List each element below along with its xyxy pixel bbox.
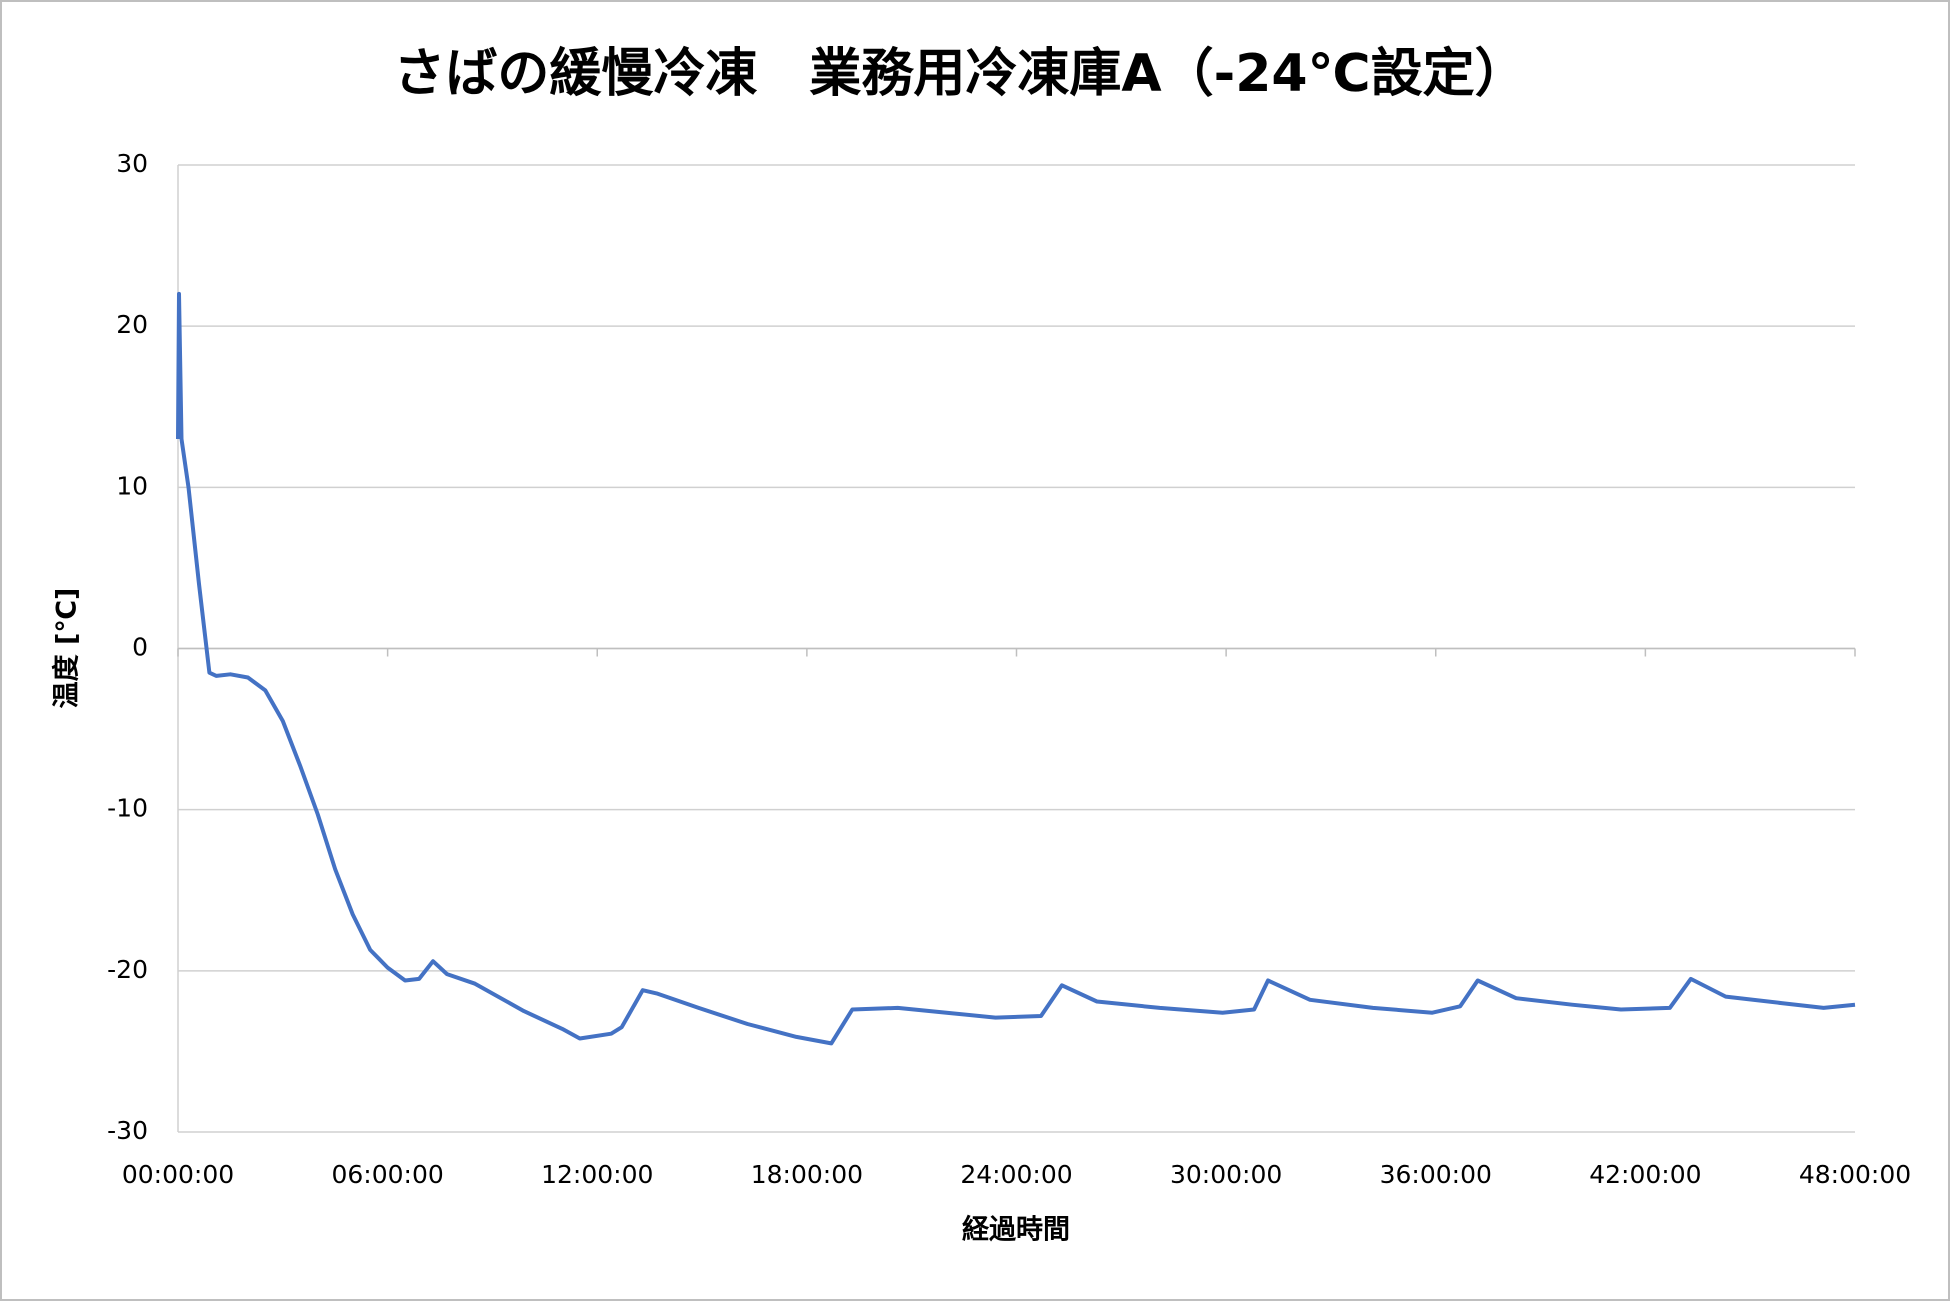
y-tick-label: 0 [132,633,148,662]
y-tick-label: 10 [116,471,148,500]
x-tick-label: 30:00:00 [1170,1160,1282,1189]
y-tick-label: -20 [107,955,148,984]
y-axis-label: 温度 [℃] [51,588,83,709]
x-tick-label: 12:00:00 [541,1160,653,1189]
x-tick-label: 48:00:00 [1799,1160,1911,1189]
data-line [176,291,1856,1046]
x-tick-label: 00:00:00 [122,1160,234,1189]
x-tick-label: 24:00:00 [960,1160,1072,1189]
x-tick-label: 06:00:00 [331,1160,443,1189]
x-tick-label: 36:00:00 [1380,1160,1492,1189]
y-tick-label: -30 [107,1116,148,1145]
chart-title: さばの緩慢冷凍 業務用冷凍庫A（-24℃設定） [393,44,1526,104]
x-tick-label: 42:00:00 [1589,1160,1701,1189]
y-tick-label: 20 [116,310,148,339]
x-axis-label: 経過時間 [962,1214,1070,1246]
y-tick-label: -10 [107,794,148,823]
y-tick-label: 30 [116,149,148,178]
x-tick-label: 18:00:00 [751,1160,863,1189]
